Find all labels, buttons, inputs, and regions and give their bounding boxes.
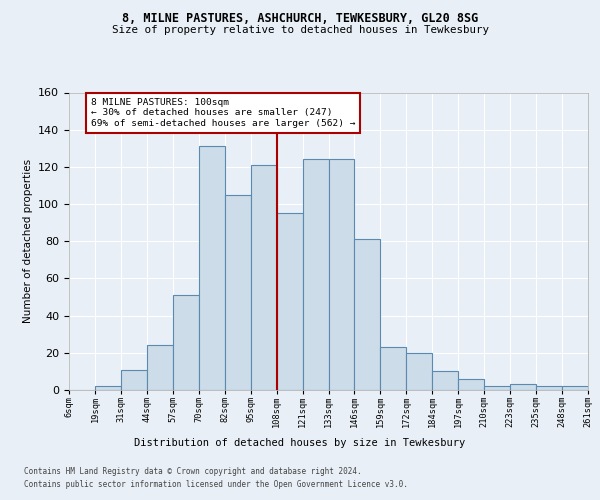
Text: Distribution of detached houses by size in Tewkesbury: Distribution of detached houses by size … — [134, 438, 466, 448]
Bar — [173, 295, 199, 390]
Bar — [121, 370, 147, 390]
Text: Contains public sector information licensed under the Open Government Licence v3: Contains public sector information licen… — [24, 480, 408, 489]
Bar — [329, 160, 355, 390]
Bar — [95, 386, 121, 390]
Bar — [199, 146, 224, 390]
Bar — [458, 379, 484, 390]
Y-axis label: Number of detached properties: Number of detached properties — [23, 159, 32, 324]
Bar — [562, 386, 588, 390]
Bar — [484, 386, 510, 390]
Text: 8, MILNE PASTURES, ASHCHURCH, TEWKESBURY, GL20 8SG: 8, MILNE PASTURES, ASHCHURCH, TEWKESBURY… — [122, 12, 478, 26]
Bar — [433, 372, 458, 390]
Bar — [510, 384, 536, 390]
Text: Contains HM Land Registry data © Crown copyright and database right 2024.: Contains HM Land Registry data © Crown c… — [24, 468, 362, 476]
Bar — [302, 160, 329, 390]
Text: Size of property relative to detached houses in Tewkesbury: Size of property relative to detached ho… — [112, 25, 488, 35]
Bar — [380, 347, 406, 390]
Bar — [277, 214, 302, 390]
Bar — [536, 386, 562, 390]
Bar — [147, 346, 173, 390]
Bar — [406, 353, 432, 390]
Text: 8 MILNE PASTURES: 100sqm
← 30% of detached houses are smaller (247)
69% of semi-: 8 MILNE PASTURES: 100sqm ← 30% of detach… — [91, 98, 356, 128]
Bar — [355, 240, 380, 390]
Bar — [225, 195, 251, 390]
Bar — [251, 165, 277, 390]
